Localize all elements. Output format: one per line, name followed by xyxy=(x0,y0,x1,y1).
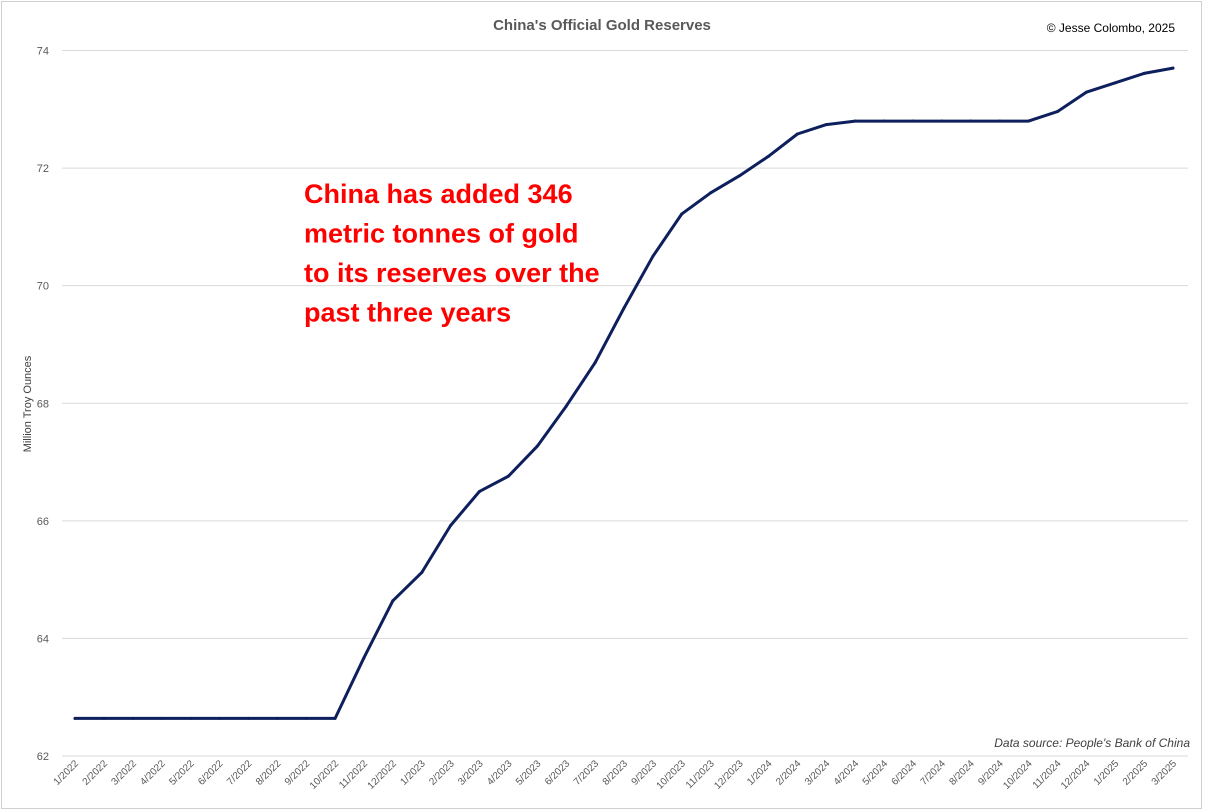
data-point xyxy=(160,716,164,720)
x-tick-label: 6/2024 xyxy=(890,758,920,788)
x-tick-label: 3/2022 xyxy=(109,758,139,788)
x-tick-label: 1/2023 xyxy=(398,758,428,788)
y-axis-label: Million Troy Ounces xyxy=(22,355,34,452)
x-tick-label: 11/2023 xyxy=(684,758,717,791)
data-point xyxy=(1113,81,1117,85)
y-tick-label: 72 xyxy=(37,163,49,175)
x-tick-label: 2/2025 xyxy=(1121,758,1151,788)
y-tick-label: 74 xyxy=(37,46,49,58)
data-point xyxy=(246,716,250,720)
y-tick-label: 68 xyxy=(37,398,49,410)
data-point xyxy=(651,254,655,258)
data-point xyxy=(102,716,106,720)
x-tick-label: 5/2023 xyxy=(514,758,544,788)
data-point xyxy=(449,524,453,528)
data-point xyxy=(275,716,279,720)
data-point xyxy=(131,716,135,720)
copyright-note: © Jesse Colombo, 2025 xyxy=(1047,21,1176,35)
data-point xyxy=(911,119,915,123)
x-tick-label: 8/2022 xyxy=(254,758,284,788)
data-point xyxy=(73,716,77,720)
x-tick-label: 10/2024 xyxy=(1001,758,1035,792)
data-point xyxy=(1084,90,1088,94)
data-point xyxy=(853,119,857,123)
x-tick-label: 1/2022 xyxy=(52,758,82,788)
x-tick-label: 7/2022 xyxy=(225,758,255,788)
x-tick-label: 10/2023 xyxy=(655,758,689,792)
x-tick-label: 10/2022 xyxy=(308,758,342,792)
data-point xyxy=(506,474,510,478)
y-tick-label: 70 xyxy=(37,281,49,293)
data-point xyxy=(391,599,395,603)
x-tick-label: 1/2025 xyxy=(1092,758,1122,788)
data-point xyxy=(217,716,221,720)
x-tick-label: 12/2023 xyxy=(712,758,746,792)
x-tick-label: 4/2023 xyxy=(485,758,515,788)
data-point xyxy=(478,489,482,493)
data-point xyxy=(680,212,684,216)
data-point xyxy=(622,306,626,310)
data-point xyxy=(824,123,828,127)
data-source-note: Data source: People's Bank of China xyxy=(994,736,1190,750)
data-point xyxy=(998,119,1002,123)
x-tick-label: 3/2024 xyxy=(803,758,833,788)
y-tick-label: 66 xyxy=(37,516,49,528)
x-tick-label: 3/2023 xyxy=(456,758,486,788)
data-point xyxy=(738,174,742,178)
x-tick-label: 7/2023 xyxy=(572,758,602,788)
data-point xyxy=(969,119,973,123)
data-point xyxy=(882,119,886,123)
data-point xyxy=(189,716,193,720)
data-point xyxy=(1055,110,1059,114)
x-tick-label: 5/2024 xyxy=(861,758,891,788)
chart-title: China's Official Gold Reserves xyxy=(493,17,711,34)
data-point xyxy=(709,191,713,195)
series-group xyxy=(73,66,1175,720)
x-tick-label: 4/2022 xyxy=(138,758,168,788)
x-tick-label: 6/2022 xyxy=(196,758,226,788)
x-tick-label: 2/2024 xyxy=(774,758,804,788)
data-point xyxy=(535,444,539,448)
x-tick-label: 11/2022 xyxy=(337,758,370,791)
x-tick-label: 8/2024 xyxy=(947,758,977,788)
data-point xyxy=(304,716,308,720)
data-point xyxy=(1027,119,1031,123)
data-point xyxy=(333,716,337,720)
data-point xyxy=(420,571,424,575)
x-tick-label: 4/2024 xyxy=(832,758,862,788)
data-point xyxy=(1171,66,1175,70)
data-point xyxy=(795,132,799,136)
data-point xyxy=(1142,71,1146,75)
x-tick-label: 8/2023 xyxy=(601,758,631,788)
x-tick-label: 12/2024 xyxy=(1059,758,1093,792)
x-tick-label: 5/2022 xyxy=(167,758,197,788)
x-tick-label: 7/2024 xyxy=(919,758,949,788)
x-tick-label: 3/2025 xyxy=(1150,758,1180,788)
data-point xyxy=(766,154,770,158)
y-tick-label: 64 xyxy=(37,633,49,645)
data-point xyxy=(362,656,366,660)
x-tick-label: 11/2024 xyxy=(1031,758,1064,791)
x-tick-label: 1/2024 xyxy=(745,758,775,788)
annotation-text: China has added 346 metric tonnes of gold… xyxy=(304,179,600,328)
data-point xyxy=(564,404,568,408)
data-point xyxy=(940,119,944,123)
annotation-line: China has added 346 xyxy=(304,179,573,209)
annotation-line: past three years xyxy=(304,298,511,328)
x-axis-ticks: 1/2022 2/2022 3/2022 4/2022 5/2022 6/2022 7/20… xyxy=(52,758,1180,792)
series-line xyxy=(73,66,1175,720)
x-tick-label: 2/2023 xyxy=(427,758,457,788)
annotation-line: to its reserves over the xyxy=(304,258,600,288)
x-tick-label: 12/2022 xyxy=(366,758,400,792)
data-point xyxy=(593,361,597,365)
x-tick-label: 2/2022 xyxy=(81,758,111,788)
y-axis-ticks: 62 64 66 68 70 72 74 xyxy=(37,46,49,764)
gridlines xyxy=(62,50,1188,757)
x-tick-label: 6/2023 xyxy=(543,758,573,788)
y-tick-label: 62 xyxy=(37,751,49,763)
annotation-line: metric tonnes of gold xyxy=(304,219,579,249)
